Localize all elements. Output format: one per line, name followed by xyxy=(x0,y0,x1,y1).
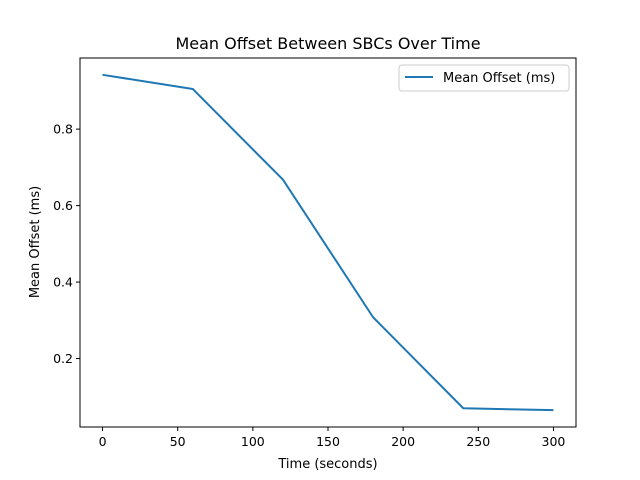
x-tick-label: 200 xyxy=(391,434,415,449)
y-tick-label: 0.8 xyxy=(53,122,73,137)
series-group xyxy=(102,73,554,412)
x-tick-label: 0 xyxy=(99,434,107,449)
legend-box xyxy=(398,64,570,92)
ticks: 0 50 100 150 200 250 300 0.2 0.4 0.6 0.8 xyxy=(53,122,565,449)
y-tick-label: 0.2 xyxy=(53,351,73,366)
chart-title: Mean Offset Between SBCs Over Time xyxy=(175,34,480,53)
x-tick-label: 250 xyxy=(466,434,490,449)
x-tick-label: 50 xyxy=(170,434,186,449)
legend: Mean Offset (ms) xyxy=(398,64,570,92)
series-line-0 xyxy=(102,73,554,412)
legend-label: Mean Offset (ms) xyxy=(443,71,555,86)
x-axis-label: Time (seconds) xyxy=(277,457,377,472)
x-tick-label: 100 xyxy=(241,434,265,449)
x-tick-label: 150 xyxy=(316,434,340,449)
y-axis-label: Mean Offset (ms) xyxy=(28,186,43,298)
y-tick-label: 0.4 xyxy=(53,275,73,290)
y-tick-label: 0.6 xyxy=(53,198,73,213)
x-tick-label: 300 xyxy=(542,434,566,449)
plot-area-frame xyxy=(79,57,577,428)
